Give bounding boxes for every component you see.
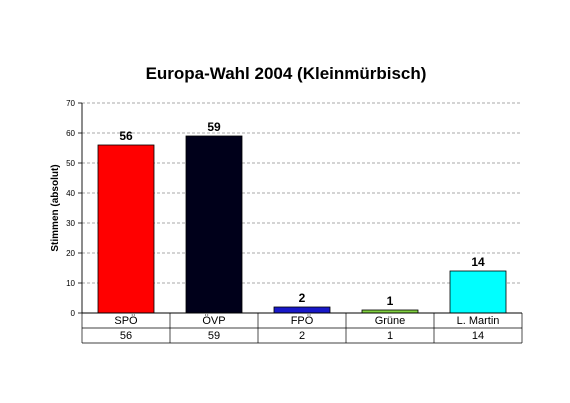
table-value: 56 (120, 330, 132, 342)
y-tick-label: 20 (66, 249, 75, 258)
bars (97, 135, 507, 314)
data-label: 1 (387, 294, 394, 308)
chart-title: Europa-Wahl 2004 (Kleinmürbisch) (146, 64, 427, 83)
axes (78, 102, 522, 314)
y-axis-label: Stimmen (absolut) (50, 164, 61, 251)
y-tick-label: 30 (66, 219, 75, 228)
y-tick-label: 70 (66, 99, 75, 108)
data-label: 59 (207, 120, 221, 134)
data-label: 14 (471, 255, 485, 269)
table-value: 59 (208, 330, 220, 342)
bar (273, 306, 331, 314)
y-tick-label: 0 (71, 309, 76, 318)
bar (185, 135, 243, 314)
y-tick-label: 50 (66, 159, 75, 168)
x-tick-label: Grüne (375, 315, 406, 327)
y-axis-ticks: 0 10 20 30 40 50 60 70 (66, 99, 75, 318)
x-tick-label: L. Martin (457, 315, 500, 327)
x-tick-label: SPÖ (114, 315, 138, 327)
data-table: SPÖ 56 ÖVP 59 FPÖ 2 Grüne 1 L. Martin 14 (81, 313, 523, 344)
data-labels: 56 59 2 1 14 (119, 120, 485, 308)
y-tick-label: 40 (66, 189, 75, 198)
x-tick-label: FPÖ (291, 315, 314, 327)
gridlines (82, 102, 522, 284)
y-tick-label: 60 (66, 129, 75, 138)
table-value: 14 (472, 330, 484, 342)
x-tick-label: ÖVP (202, 315, 225, 327)
bar (449, 270, 507, 314)
table-value: 1 (387, 330, 393, 342)
data-label: 56 (119, 129, 133, 143)
data-label: 2 (299, 291, 306, 305)
bar (97, 144, 155, 314)
table-value: 2 (299, 330, 305, 342)
y-tick-label: 10 (66, 279, 75, 288)
